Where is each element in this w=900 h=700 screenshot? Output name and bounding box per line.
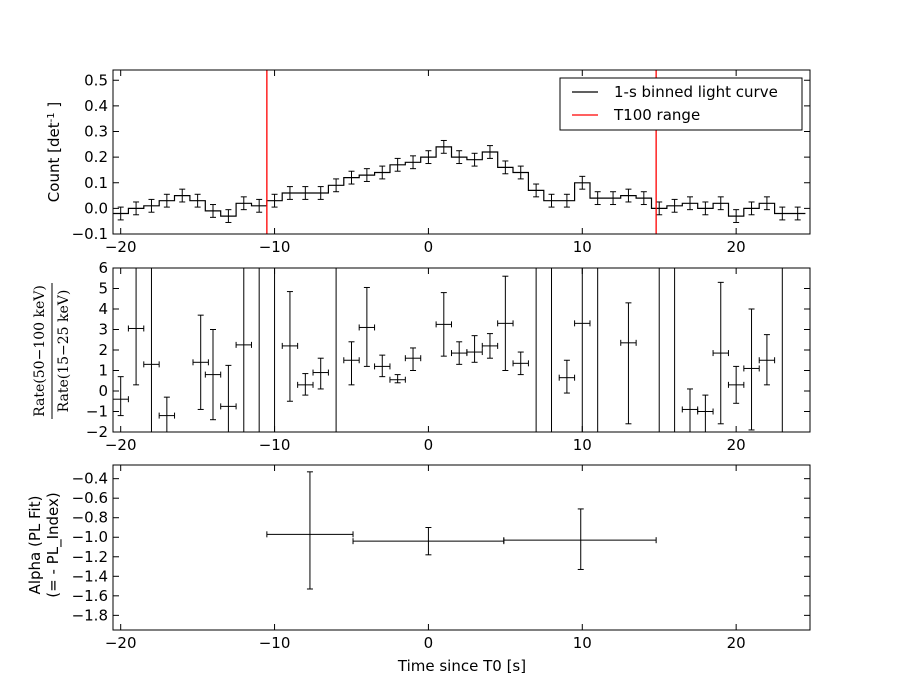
alpha-panel: −20 −10 0 10 20 −1.8−1.6 −1.4−1.2 −1.0−0.8 −0.6−… bbox=[26, 464, 811, 675]
light-curve-ytick-label: −0.1 bbox=[72, 225, 108, 243]
light-curve-ytick-label: 0.4 bbox=[84, 97, 108, 115]
legend-label-t100: T100 range bbox=[613, 106, 700, 124]
legend-label-light-curve: 1-s binned light curve bbox=[614, 83, 778, 101]
light-curve-ytick-label: 0.0 bbox=[84, 199, 108, 217]
hardness-ratio-ylabel: Rate(50−100 keV) Rate(15−25 keV) bbox=[32, 283, 72, 419]
alpha-xtick-label: 20 bbox=[727, 634, 746, 652]
hardness-ratio-ytick-label: 2 bbox=[98, 341, 108, 359]
hardness-ratio-ytick-label: 1 bbox=[98, 362, 108, 380]
alpha-ytick-label: −0.4 bbox=[72, 470, 108, 488]
light-curve-plot-area bbox=[113, 70, 806, 234]
alpha-ylabel-line1: Alpha (PL Fit) bbox=[26, 496, 44, 595]
hardness-ratio-ylabel-numerator: Rate(50−100 keV) bbox=[32, 285, 48, 417]
light-curve-ytick-label: 0.5 bbox=[84, 71, 108, 89]
alpha-ytick-label: −1.4 bbox=[72, 567, 108, 585]
light-curve-xtick-label: 0 bbox=[424, 238, 434, 256]
alpha-ticks: −20 −10 0 10 20 −1.8−1.6 −1.4−1.2 −1.0−0.8 −0.6−… bbox=[72, 465, 810, 652]
hardness-ratio-plot-area bbox=[112, 268, 783, 432]
legend: 1-s binned light curve T100 range bbox=[559, 77, 803, 131]
hardness-ratio-xtick-label: −20 bbox=[105, 436, 137, 454]
hardness-ratio-ytick-label: 3 bbox=[98, 321, 108, 339]
light-curve-axes-frame bbox=[112, 69, 811, 235]
light-curve-xtick-label: −20 bbox=[105, 238, 137, 256]
hardness-ratio-xtick-label: −10 bbox=[259, 436, 291, 454]
alpha-xtick-label: −10 bbox=[259, 634, 291, 652]
hardness-ratio-xtick-label: 10 bbox=[573, 436, 592, 454]
light-curve-xtick-label: 10 bbox=[573, 238, 592, 256]
hardness-ratio-ytick-label: 4 bbox=[98, 300, 108, 318]
legend-box bbox=[559, 77, 803, 131]
hardness-ratio-ytick-label: 0 bbox=[98, 382, 108, 400]
hardness-ratio-ytick-label: −1 bbox=[86, 403, 108, 421]
alpha-ytick-label: −1.0 bbox=[72, 528, 108, 546]
hardness-ratio-ylabel-denominator: Rate(15−25 keV) bbox=[56, 290, 72, 413]
alpha-ytick-label: −1.2 bbox=[72, 548, 108, 566]
light-curve-xtick-label: −10 bbox=[259, 238, 291, 256]
light-curve-ytick-label: 0.2 bbox=[84, 148, 108, 166]
alpha-axes-frame bbox=[112, 464, 811, 631]
hardness-ratio-ytick-label: −2 bbox=[86, 423, 108, 441]
light-curve-ytick-label: 0.3 bbox=[84, 123, 108, 141]
light-curve-ytick-label: 0.1 bbox=[84, 174, 108, 192]
hardness-ratio-ytick-label: 6 bbox=[98, 259, 108, 277]
light-curve-xtick-label: 20 bbox=[727, 238, 746, 256]
alpha-ytick-label: −0.8 bbox=[72, 509, 108, 527]
alpha-xtick-label: 0 bbox=[424, 634, 434, 652]
alpha-xlabel: Time since T0 [s] bbox=[397, 657, 526, 675]
alpha-ytick-label: −0.6 bbox=[72, 489, 108, 507]
alpha-ytick-label: −1.6 bbox=[72, 587, 108, 605]
light-curve-panel: −20 −10 0 10 20 −0.1 0.0 0.1 0.2 0.3 0.4 0.5 Count … bbox=[45, 69, 811, 256]
alpha-xtick-label: −20 bbox=[105, 634, 137, 652]
light-curve-ylabel: Count [det-1 ] bbox=[45, 102, 63, 202]
light-curve-ticks: −20 −10 0 10 20 −0.1 0.0 0.1 0.2 0.3 0.4 0.5 bbox=[72, 70, 810, 256]
light-curve-step-line bbox=[113, 146, 806, 217]
hardness-ratio-xtick-label: 0 bbox=[424, 436, 434, 454]
alpha-ylabel-line2: (= - PL_Index) bbox=[44, 492, 63, 597]
alpha-xtick-label: 10 bbox=[573, 634, 592, 652]
alpha-ytick-label: −1.8 bbox=[72, 606, 108, 624]
hardness-ratio-xtick-label: 20 bbox=[727, 436, 746, 454]
alpha-plot-area bbox=[266, 471, 657, 590]
hardness-ratio-ytick-label: 5 bbox=[98, 280, 108, 298]
